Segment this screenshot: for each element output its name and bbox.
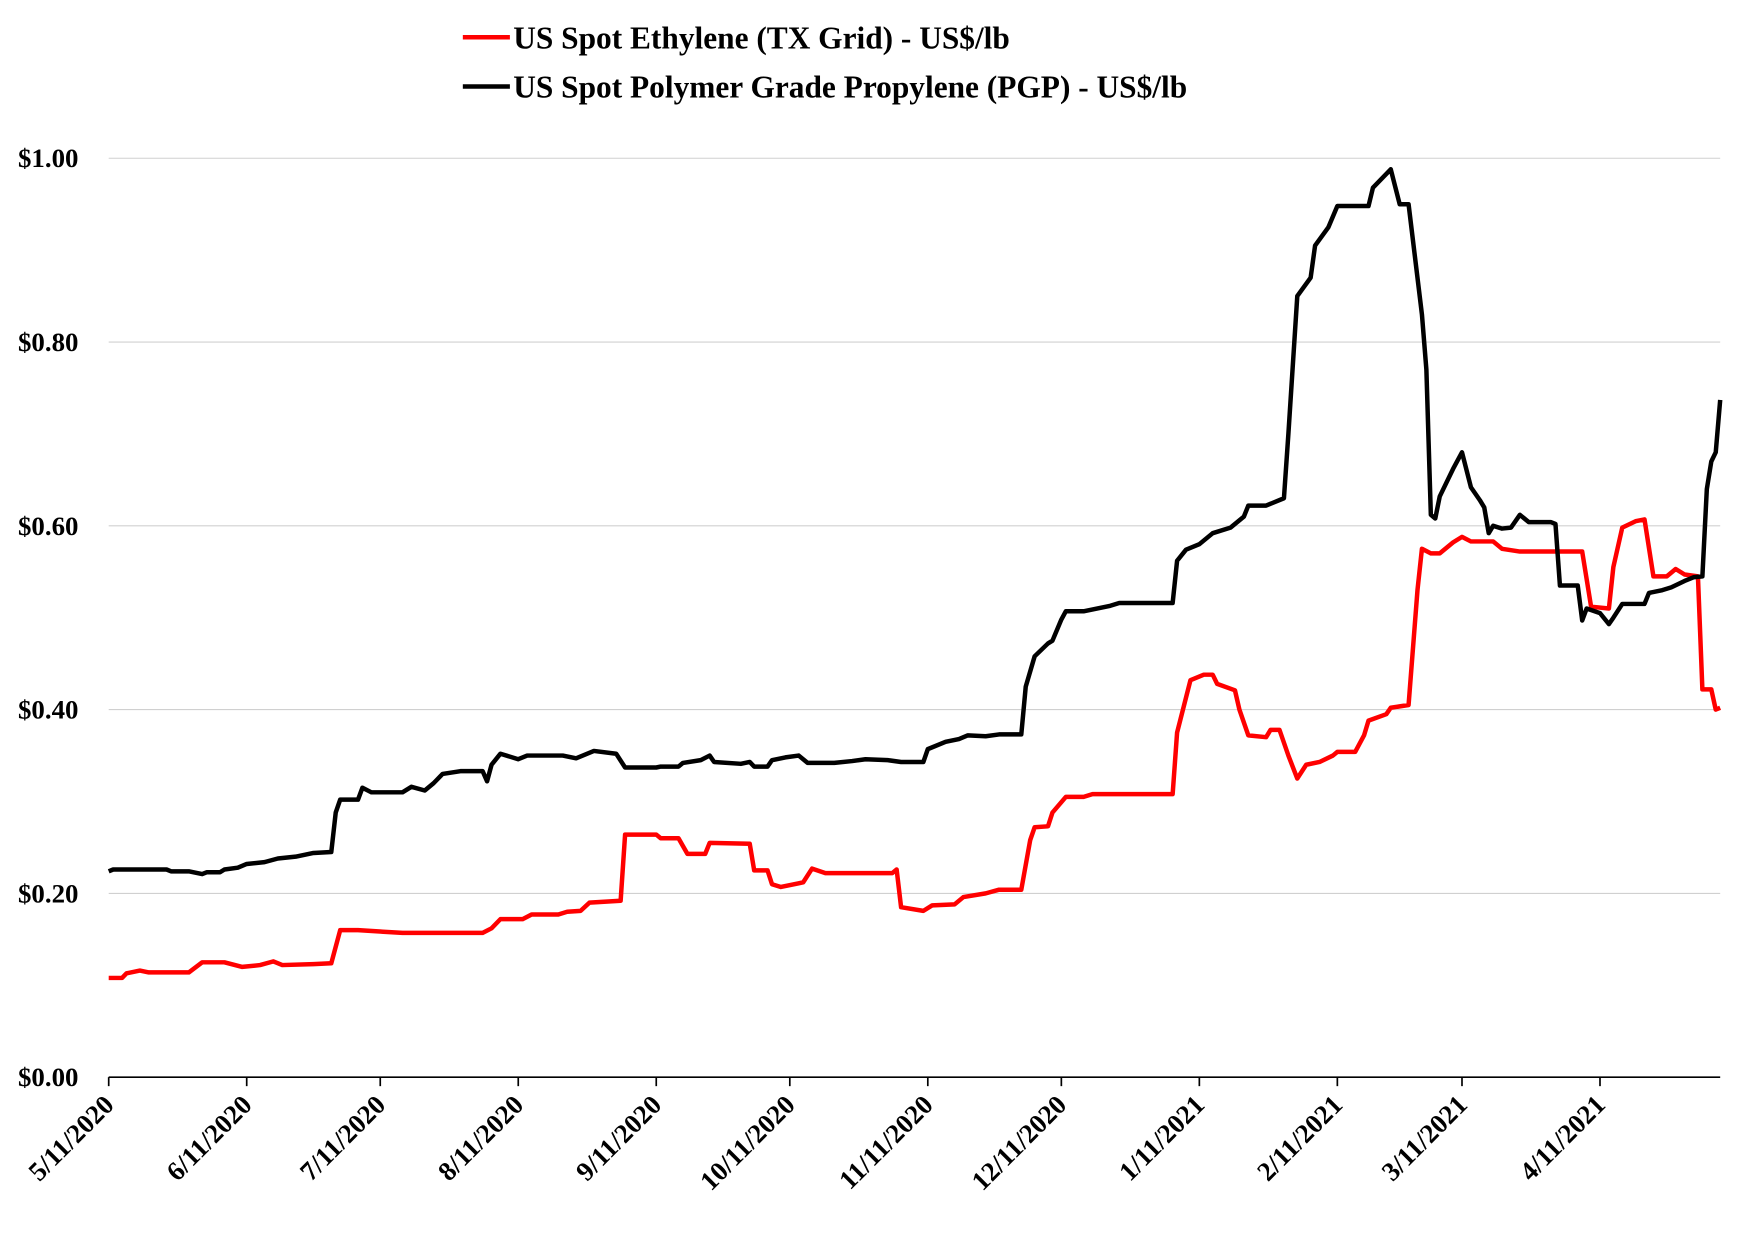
x-tick-label: 8/11/2020 [432,1089,529,1186]
x-tick-label: 6/11/2020 [160,1089,257,1186]
y-tick-label: $0.00 [18,1062,78,1092]
legend-label: US Spot Polymer Grade Propylene (PGP) - … [513,70,1187,105]
x-tick-label: 11/11/2020 [833,1089,939,1195]
y-tick-label: $0.40 [18,695,78,725]
y-tick-label: $0.60 [18,511,78,541]
x-tick-label: 9/11/2020 [570,1089,667,1186]
x-tick-label: 1/11/2021 [1113,1089,1210,1186]
x-tick-label: 7/11/2020 [294,1089,391,1186]
y-tick-label: $0.80 [18,327,78,357]
x-tick-label: 4/11/2021 [1514,1089,1611,1186]
x-tick-label: 3/11/2021 [1376,1089,1473,1186]
x-tick-label: 2/11/2021 [1251,1089,1348,1186]
y-tick-label: $0.20 [18,878,78,908]
series-line [108,517,1722,981]
x-tick-label: 12/11/2020 [966,1089,1073,1196]
legend-label: US Spot Ethylene (TX Grid) - US$/lb [513,20,1010,55]
x-tick-label: 10/11/2020 [694,1089,801,1196]
x-tick-label: 5/11/2020 [22,1089,119,1186]
y-tick-label: $1.00 [18,143,78,173]
series-line [107,167,1723,877]
